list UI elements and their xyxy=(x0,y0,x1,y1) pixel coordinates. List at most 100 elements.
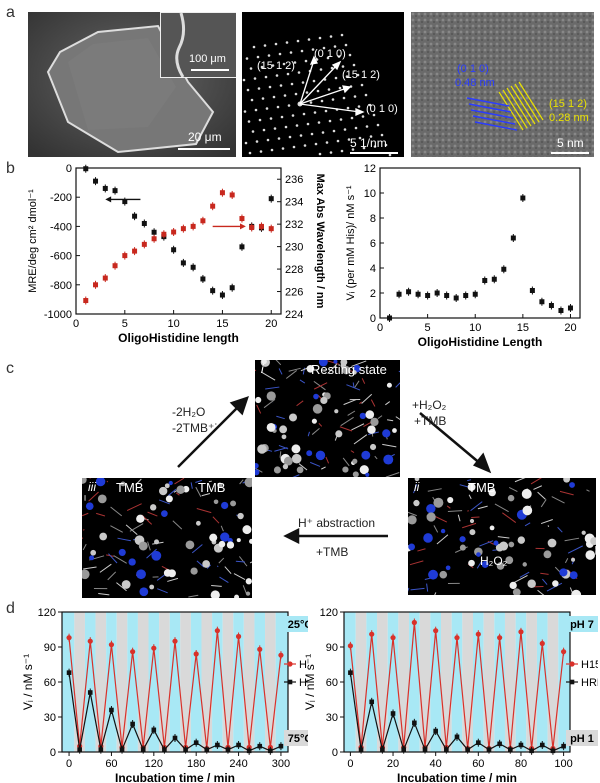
atom xyxy=(283,456,293,466)
data-point xyxy=(77,747,82,752)
atom xyxy=(493,540,499,546)
data-point xyxy=(454,635,460,641)
atom xyxy=(543,550,552,559)
diffraction-spot xyxy=(376,123,380,127)
bond-line xyxy=(307,431,310,437)
y-tick-label: 0 xyxy=(66,163,72,175)
diffraction-spot xyxy=(271,64,275,67)
diffraction-spot xyxy=(343,128,347,131)
diffraction-spot xyxy=(310,132,314,136)
bond-line xyxy=(82,512,89,517)
bond-line xyxy=(126,503,142,511)
y2-tick-label: 234 xyxy=(285,197,303,209)
condition-band xyxy=(95,612,107,752)
condition-band xyxy=(387,612,399,752)
atom xyxy=(164,483,170,489)
atom xyxy=(468,559,475,567)
diffraction-spot xyxy=(336,139,340,143)
atom xyxy=(469,518,475,524)
y-tick-label: 90 xyxy=(326,642,338,654)
bond-line xyxy=(147,541,151,551)
bond-line xyxy=(586,489,590,492)
condition-band xyxy=(526,612,537,752)
bond-line xyxy=(275,360,282,366)
diffraction-spot xyxy=(252,45,256,49)
diffraction-spot xyxy=(263,44,267,47)
condition-band xyxy=(190,612,202,752)
x-tick-label: 60 xyxy=(472,758,484,770)
atom xyxy=(245,578,252,585)
diffraction-spot xyxy=(282,62,286,66)
condition-band xyxy=(515,612,527,752)
bond-line xyxy=(302,367,305,375)
data-point xyxy=(510,235,516,241)
data-point xyxy=(444,747,449,752)
panel-letter-d: d xyxy=(6,600,15,617)
x-axis-label: OligoHistidine Length xyxy=(418,335,543,349)
y-tick-label: 0 xyxy=(50,747,56,759)
bond-line xyxy=(311,427,320,435)
bond-line xyxy=(249,561,252,564)
legend-label-h15: H15 xyxy=(581,659,598,671)
diffraction-spot xyxy=(340,33,344,37)
atom xyxy=(423,533,433,543)
atom xyxy=(315,450,326,461)
data-point xyxy=(411,619,417,626)
diffraction-spot xyxy=(299,134,303,137)
atom xyxy=(97,494,107,504)
state-iii-tmb-right: TMB xyxy=(198,480,226,495)
bond-line xyxy=(113,555,127,564)
atom xyxy=(426,512,436,522)
bond-line xyxy=(479,540,494,547)
diffraction-spot xyxy=(388,153,392,157)
diffraction-spot xyxy=(306,122,310,126)
bond-line xyxy=(157,588,168,594)
atom xyxy=(569,482,575,488)
bond-line xyxy=(540,572,549,575)
atom xyxy=(459,544,466,551)
diffraction-spot xyxy=(304,59,308,63)
atom xyxy=(202,560,211,568)
diffraction-spot xyxy=(314,142,318,146)
band-bottom-tag xyxy=(284,730,308,746)
data-point xyxy=(151,645,157,651)
atom xyxy=(571,557,576,562)
data-point xyxy=(219,190,225,196)
arrow-iii-i-text1: -2H₂O xyxy=(172,405,206,419)
atom xyxy=(82,478,87,484)
bond-line xyxy=(409,560,424,566)
saed-label-1512-right: (15 1 2) xyxy=(342,69,380,81)
atom xyxy=(244,478,252,488)
data-point xyxy=(463,293,469,298)
data-point xyxy=(406,289,412,295)
y-axis-label: Vᵢ / nM s⁻¹ xyxy=(303,654,317,710)
atom xyxy=(210,590,220,598)
data-point xyxy=(425,293,431,298)
bond-line xyxy=(567,545,583,554)
condition-band xyxy=(275,612,288,752)
condition-band xyxy=(74,612,85,752)
data-point xyxy=(87,690,93,695)
atom xyxy=(563,478,571,483)
atom xyxy=(306,364,315,373)
bond-line xyxy=(417,548,426,552)
y-tick-label: 12 xyxy=(364,163,376,175)
x-tick-label: 15 xyxy=(517,322,529,334)
atom xyxy=(313,393,319,400)
bond-line xyxy=(172,520,183,530)
chart-ph-cycling: 0 20 40 60 80 100 0 30 60 90 120 Incubation time / … xyxy=(303,607,598,783)
bond-line xyxy=(377,415,383,420)
band-top-label: pH 7 xyxy=(570,619,594,631)
data-point xyxy=(93,178,99,184)
diffraction-spot xyxy=(327,88,331,91)
bond-line xyxy=(285,370,297,379)
atom xyxy=(150,504,157,511)
diffraction-spot xyxy=(368,103,372,107)
data-point xyxy=(141,220,147,226)
diffraction-spot xyxy=(384,143,388,147)
atom xyxy=(136,569,146,580)
diffraction-spot xyxy=(242,78,246,82)
atom xyxy=(230,500,237,507)
diffraction-spot xyxy=(257,87,261,90)
